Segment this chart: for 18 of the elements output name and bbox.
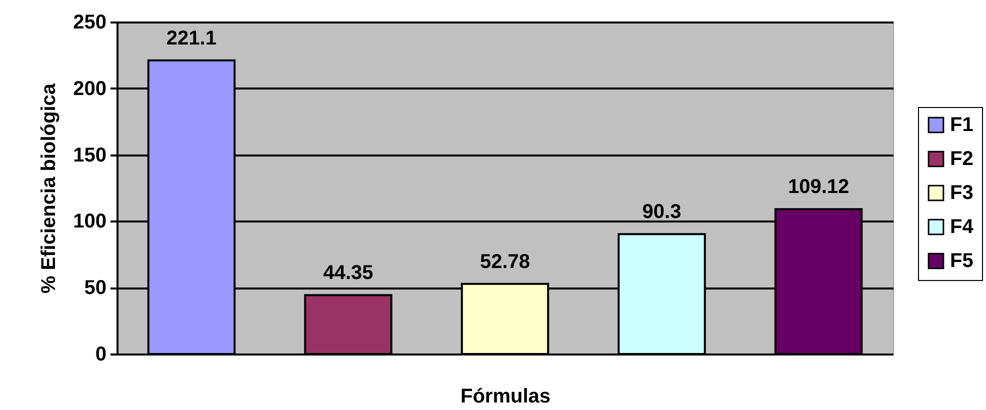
- data-label: 90.3: [642, 201, 682, 224]
- y-tick-label: 250: [73, 12, 106, 34]
- data-label: 44.35: [323, 262, 374, 284]
- y-tick-label: 0: [95, 344, 106, 366]
- y-tick-label: 50: [84, 277, 106, 300]
- x-axis-title: Fórmulas: [460, 386, 551, 408]
- legend-label: F2: [950, 148, 974, 170]
- legend-label: F1: [950, 114, 974, 136]
- y-tick-label: 200: [73, 78, 106, 100]
- data-label: 52.78: [480, 250, 530, 273]
- y-tick-label: 100: [73, 210, 106, 233]
- data-label: 109.12: [788, 176, 850, 198]
- legend-label: F5: [950, 250, 974, 272]
- y-axis-title: % Eficiencia biológica: [38, 82, 60, 294]
- legend-label: F3: [950, 182, 974, 204]
- legend-label: F4: [950, 216, 974, 238]
- data-label: 221.1: [166, 27, 216, 50]
- y-tick-label: 150: [73, 144, 106, 166]
